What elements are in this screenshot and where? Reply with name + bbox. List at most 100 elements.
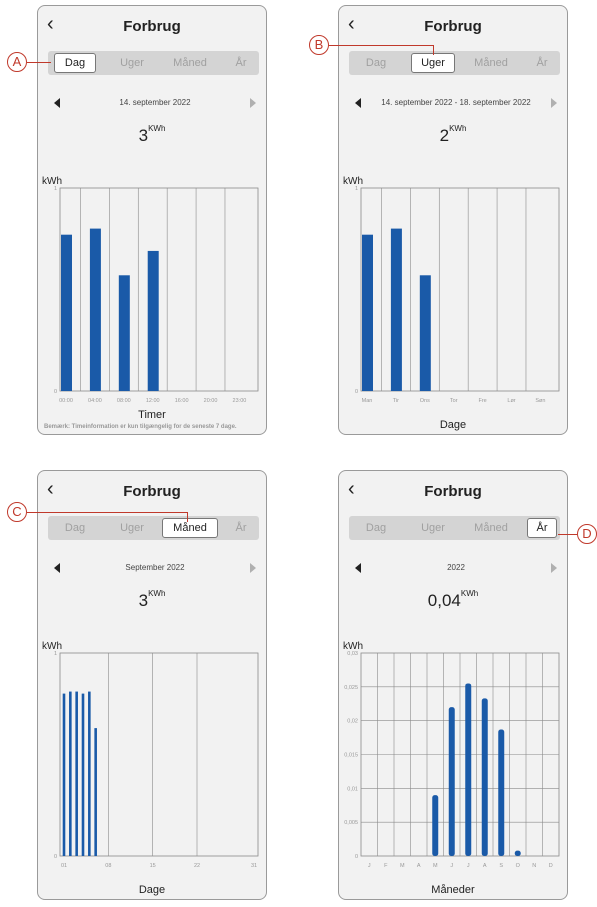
consumption-chart: 1 000:00 04:00 08:00 12:00 16:00 20:00 23:00 — [54, 186, 259, 404]
period-tabs: Dag Uger Måned År — [349, 516, 560, 540]
tab-day[interactable]: Dag — [54, 53, 96, 73]
x-tick-label: D — [549, 863, 553, 869]
x-axis-title: Dage — [439, 419, 467, 431]
x-tick-label: Man — [362, 398, 373, 404]
total-consumption: 2KWh — [339, 124, 567, 146]
tab-month[interactable]: Måned — [474, 57, 508, 69]
tab-week[interactable]: Uger — [421, 522, 445, 534]
bar — [514, 850, 521, 856]
date-label: 14. september 2022 — [119, 98, 191, 107]
y-tick-label: 1 — [355, 186, 358, 192]
previous-period-icon[interactable] — [355, 98, 361, 108]
total-value: 2 — [439, 126, 450, 145]
back-arrow-icon[interactable]: ‹ — [348, 13, 355, 35]
callout-d-line — [558, 534, 577, 535]
next-period-icon[interactable] — [250, 563, 256, 573]
x-tick-label: 16:00 — [175, 398, 189, 404]
x-tick-label: Tor — [450, 398, 458, 404]
total-unit: KWh — [449, 124, 467, 133]
plot-area — [59, 187, 259, 392]
x-tick-label: 15 — [150, 863, 156, 869]
bar — [118, 275, 130, 391]
tab-year[interactable]: År — [536, 57, 548, 69]
x-tick-label: N — [532, 863, 536, 869]
total-value: 3 — [138, 126, 149, 145]
previous-period-icon[interactable] — [54, 563, 60, 573]
tab-week[interactable]: Uger — [120, 57, 144, 69]
x-tick-label: Søn — [535, 398, 545, 404]
tab-year[interactable]: År — [235, 57, 247, 69]
bar — [61, 234, 72, 391]
plot-area — [59, 652, 259, 857]
callout-d: D — [577, 524, 597, 544]
consumption-chart: 1 0 Man Tir Ons Tor Fre Lør Søn — [355, 186, 560, 404]
tab-day[interactable]: Dag — [64, 522, 86, 534]
x-tick-label: M — [400, 863, 405, 869]
bar — [62, 693, 66, 856]
x-tick-label: O — [516, 863, 521, 869]
bar — [362, 234, 373, 391]
date-label: September 2022 — [125, 563, 185, 572]
x-tick-label: J — [368, 863, 371, 869]
tab-day[interactable]: Dag — [365, 57, 387, 69]
callout-c-line — [187, 512, 188, 522]
x-tick-label: 08 — [105, 863, 111, 869]
tab-year[interactable]: År — [235, 522, 247, 534]
tab-year[interactable]: År — [527, 518, 557, 538]
total-unit: KWh — [460, 589, 479, 598]
x-tick-label: 20:00 — [204, 398, 218, 404]
tab-week[interactable]: Uger — [411, 53, 455, 73]
period-tabs: Dag Uger Måned År — [349, 51, 560, 75]
page-title: Forbrug — [123, 483, 181, 500]
page-title: Forbrug — [424, 483, 482, 500]
tab-day[interactable]: Dag — [365, 522, 387, 534]
bar — [75, 691, 78, 856]
x-tick-label: S — [499, 863, 503, 869]
next-period-icon[interactable] — [250, 98, 256, 108]
x-axis-title: Timer — [138, 409, 166, 421]
total-unit: KWh — [148, 589, 166, 598]
callout-b-line — [433, 45, 434, 55]
hourly-note: Bemærk: Timeinformation er kun tilgængel… — [44, 424, 237, 430]
plot-area — [360, 187, 560, 392]
tab-week[interactable]: Uger — [120, 522, 144, 534]
previous-period-icon[interactable] — [54, 98, 60, 108]
back-arrow-icon[interactable]: ‹ — [348, 478, 355, 500]
previous-period-icon[interactable] — [355, 563, 361, 573]
tab-month[interactable]: Måned — [162, 518, 218, 538]
bar — [390, 228, 402, 391]
next-period-icon[interactable] — [551, 563, 557, 573]
tab-month[interactable]: Måned — [474, 522, 508, 534]
next-period-icon[interactable] — [551, 98, 557, 108]
x-tick-label: 04:00 — [88, 398, 102, 404]
x-tick-label: 01 — [61, 863, 67, 869]
callout-a: A — [7, 52, 27, 72]
total-unit: KWh — [148, 124, 166, 133]
screen-day: ‹ Forbrug Dag Uger Måned År 14. septembe… — [37, 5, 267, 435]
y-axis-unit: kWh — [343, 176, 363, 187]
back-arrow-icon[interactable]: ‹ — [47, 13, 54, 35]
callout-c-line — [27, 512, 188, 513]
x-tick-label: Fre — [478, 398, 486, 404]
x-tick-label: J — [450, 863, 453, 869]
x-tick-label: A — [417, 863, 421, 869]
callout-b-line — [329, 45, 434, 46]
bar — [419, 275, 431, 391]
bar — [81, 693, 85, 856]
y-tick-label: 1 — [54, 186, 57, 192]
back-arrow-icon[interactable]: ‹ — [47, 478, 54, 500]
x-tick-label: M — [433, 863, 438, 869]
date-label: 14. september 2022 - 18. september 2022 — [381, 98, 531, 107]
period-tabs: Dag Uger Måned År — [48, 516, 259, 540]
x-tick-label: 31 — [251, 863, 257, 869]
y-axis-unit: kWh — [343, 641, 363, 652]
y-tick-label: 0,005 — [344, 820, 358, 826]
bar — [465, 683, 472, 856]
screen-week: ‹ Forbrug Dag Uger Måned År 14. septembe… — [338, 5, 568, 435]
y-axis-unit: kWh — [42, 641, 62, 652]
y-tick-label: 0 — [355, 389, 358, 395]
consumption-chart: 1 0 01 08 15 22 31 — [54, 651, 259, 869]
y-tick-label: 0,01 — [347, 786, 358, 792]
tab-month[interactable]: Måned — [173, 57, 207, 69]
x-tick-label: 00:00 — [59, 398, 73, 404]
